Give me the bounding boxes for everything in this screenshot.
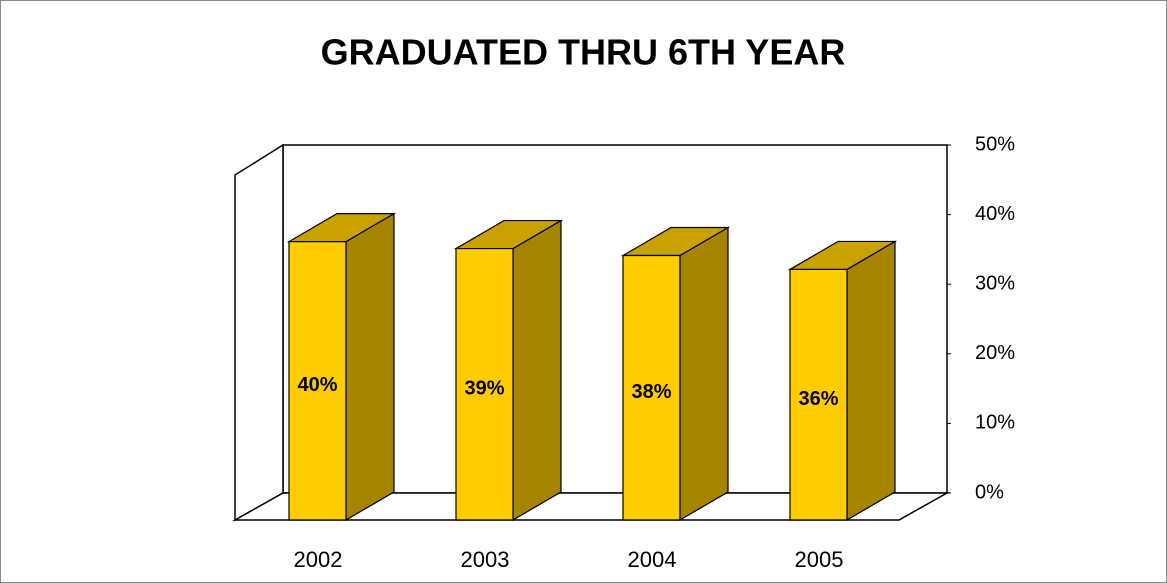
bar-side (345, 212, 395, 522)
bar-side (679, 226, 729, 522)
value-label: 36% (798, 388, 838, 410)
chart-title: GRADUATED THRU 6TH YEAR (321, 32, 846, 73)
x-tick-label: 2005 (795, 547, 844, 572)
y-tick-label: 20% (975, 342, 1015, 364)
bar-side (512, 219, 562, 522)
x-tick-label: 2002 (294, 547, 343, 572)
value-label: 40% (297, 374, 337, 396)
bar-front (789, 268, 848, 521)
value-label: 38% (631, 381, 671, 403)
y-tick-label: 40% (975, 203, 1015, 225)
bar-front (455, 247, 514, 521)
bar-front (288, 241, 347, 521)
walls (232, 143, 950, 522)
bar-side (846, 240, 896, 522)
bar (787, 240, 898, 522)
x-tick-label: 2003 (461, 547, 510, 572)
value-label: 39% (464, 378, 504, 400)
bar (286, 212, 397, 522)
x-tick-label: 2004 (628, 547, 677, 572)
y-tick-label: 0% (975, 481, 1004, 503)
bar (620, 226, 731, 522)
y-tick-label: 50% (975, 133, 1015, 155)
y-tick-label: 10% (975, 412, 1015, 434)
bar-front (622, 254, 681, 521)
y-tick-label: 30% (975, 272, 1015, 294)
bar (453, 219, 564, 522)
